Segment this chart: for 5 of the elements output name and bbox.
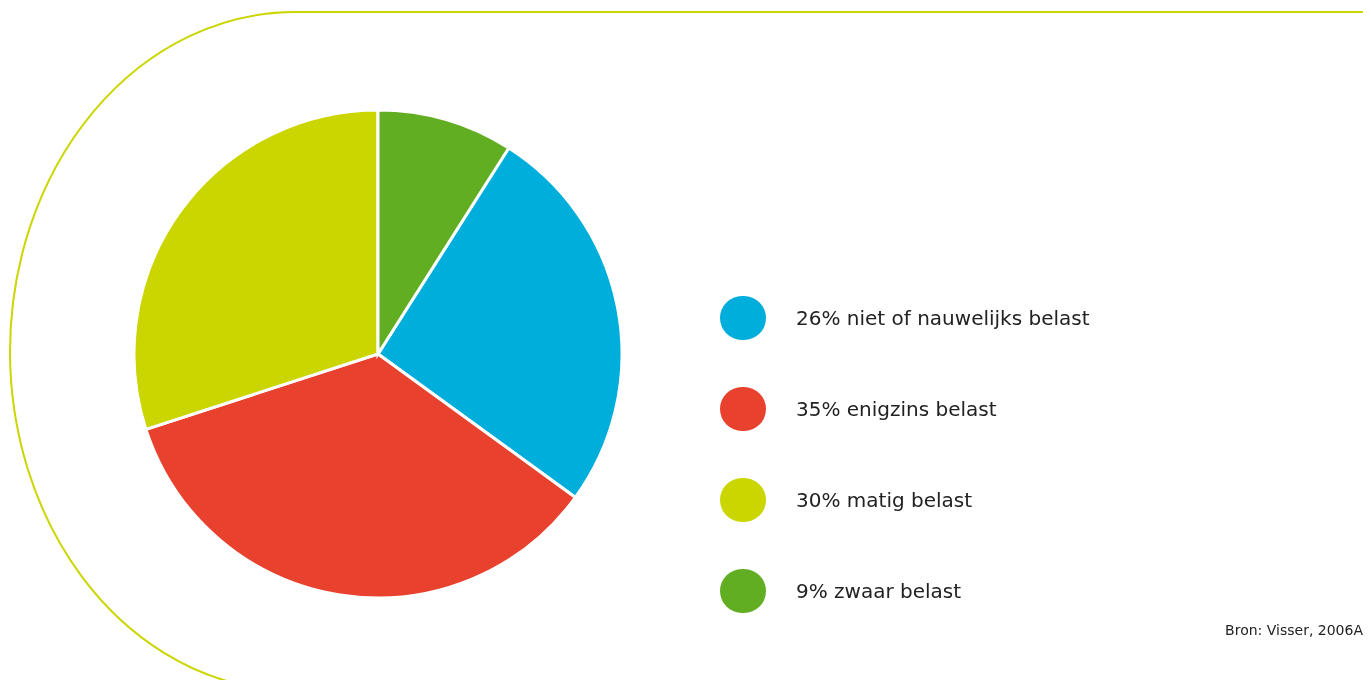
legend-label: 9% zwaar belast bbox=[796, 578, 962, 603]
legend-label: 35% enigzins belast bbox=[796, 396, 997, 421]
text: Bron: Visser, 2006A bbox=[1225, 622, 1363, 638]
legend-label: 30% matig belast bbox=[796, 487, 973, 512]
legend-label: 26% niet of nauwelijks belast bbox=[796, 305, 1090, 330]
